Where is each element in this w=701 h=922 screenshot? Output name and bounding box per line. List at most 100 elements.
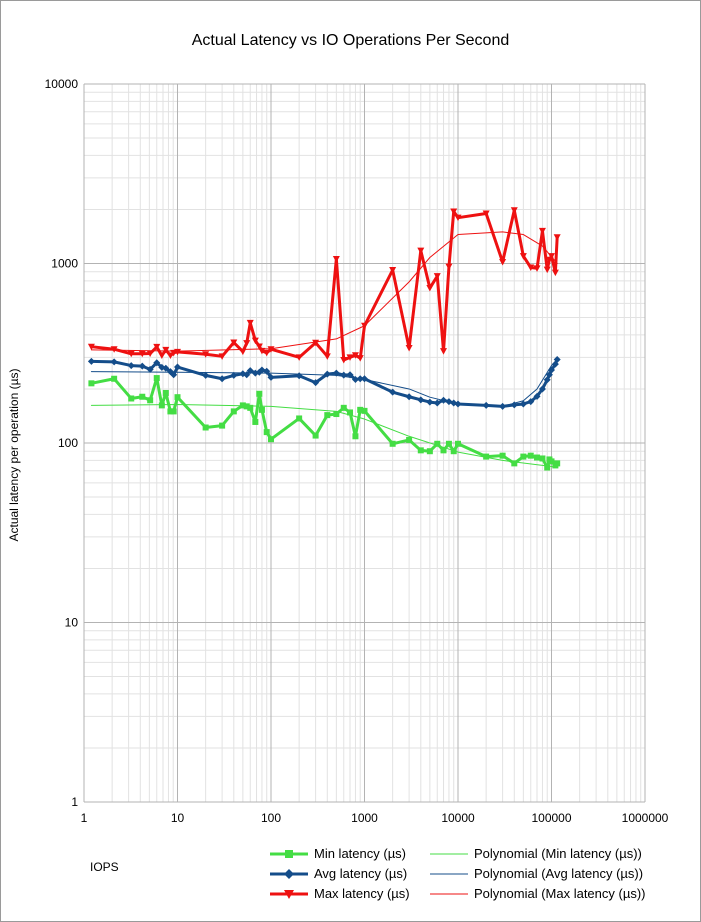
data-point: [450, 448, 457, 455]
legend-swatch: [268, 847, 310, 861]
data-point: [538, 385, 546, 393]
data-point: [88, 380, 95, 387]
legend-item: Max latency (µs): [268, 886, 410, 901]
data-point: [527, 398, 535, 406]
data-point: [312, 432, 319, 439]
data-point: [527, 264, 535, 271]
data-point: [340, 356, 348, 364]
data-point: [454, 400, 462, 408]
data-point: [450, 208, 458, 215]
data-point: [263, 367, 271, 375]
data-point: [340, 371, 348, 379]
data-point: [174, 348, 181, 356]
data-point: [332, 369, 340, 377]
data-point: [352, 433, 359, 440]
data-point: [230, 371, 238, 379]
data-point: [347, 409, 354, 416]
legend-label: Min latency (µs): [314, 846, 407, 861]
data-point: [543, 266, 551, 274]
data-point: [230, 339, 238, 346]
data-point: [519, 253, 527, 260]
data-point: [243, 371, 251, 379]
x-tick-label: 1000000: [622, 811, 669, 825]
data-point: [267, 346, 275, 353]
data-point: [263, 349, 271, 357]
data-point: [87, 343, 95, 351]
y-tick-label: 1000: [51, 257, 78, 271]
data-point: [539, 455, 546, 462]
legend-item: Avg latency (µs): [268, 866, 407, 881]
data-point: [267, 373, 275, 381]
legend-item: Polynomial (Avg latency (µs)): [428, 866, 643, 881]
legend-swatch: [268, 887, 310, 901]
data-point: [482, 401, 490, 409]
data-point: [263, 429, 270, 436]
data-point: [346, 371, 354, 379]
data-point: [534, 454, 541, 461]
data-point: [499, 402, 507, 410]
legend-swatch: [428, 847, 470, 861]
data-point: [356, 355, 364, 362]
chart-title: Actual Latency vs IO Operations Per Seco…: [191, 32, 510, 49]
data-point: [426, 448, 433, 455]
data-point: [202, 371, 210, 379]
data-point: [551, 269, 559, 277]
data-point: [128, 395, 135, 402]
data-point: [548, 458, 555, 465]
data-point: [295, 372, 303, 380]
data-point: [454, 214, 462, 222]
legend-label: Max latency (µs): [314, 886, 410, 901]
data-point: [219, 422, 226, 429]
data-point: [251, 337, 259, 345]
data-point: [433, 273, 441, 280]
data-point: [346, 354, 354, 361]
data-point: [544, 464, 551, 471]
data-point: [483, 453, 490, 460]
x-axis-label: IOPS: [90, 860, 119, 874]
data-point: [146, 365, 154, 373]
data-point: [258, 366, 266, 374]
data-point: [312, 379, 320, 387]
trendline-series-line: [90, 403, 558, 469]
y-tick-label: 1: [71, 795, 78, 809]
data-point: [417, 447, 424, 454]
data-point: [202, 351, 210, 358]
data-point: [357, 406, 364, 413]
data-point: [520, 453, 527, 460]
data-point: [167, 408, 174, 415]
x-tick-label: 1000: [351, 811, 378, 825]
data-point: [258, 347, 266, 355]
data-point: [218, 353, 226, 360]
data-point: [170, 408, 177, 415]
data-point: [87, 357, 95, 365]
data-point: [258, 406, 265, 413]
data-point: [127, 362, 135, 370]
legend-swatch: [428, 867, 470, 881]
data-point: [417, 247, 425, 255]
data-point: [127, 350, 135, 358]
data-point: [455, 440, 461, 447]
x-tick-label: 10000: [441, 811, 475, 825]
data-point: [434, 440, 441, 447]
legend-label: Polynomial (Avg latency (µs)): [474, 866, 644, 881]
data-point: [138, 362, 146, 370]
legend-item: Polynomial (Max latency (µs)): [428, 886, 645, 901]
legend-item: Polynomial (Min latency (µs)): [428, 846, 642, 861]
data-point: [445, 440, 452, 447]
data-point: [153, 359, 161, 367]
data-point: [295, 354, 303, 361]
data-point: [147, 397, 154, 404]
data-point: [499, 258, 507, 266]
data-point: [543, 376, 551, 384]
data-point: [230, 408, 237, 415]
data-point: [405, 345, 413, 352]
data-point: [533, 265, 541, 272]
data-point: [538, 227, 546, 235]
data-point: [361, 322, 368, 330]
data-point: [170, 371, 178, 379]
data-point: [218, 375, 226, 383]
data-point: [243, 340, 251, 347]
x-tick-label: 10: [171, 811, 185, 825]
data-point: [268, 436, 274, 443]
data-point: [433, 399, 441, 407]
